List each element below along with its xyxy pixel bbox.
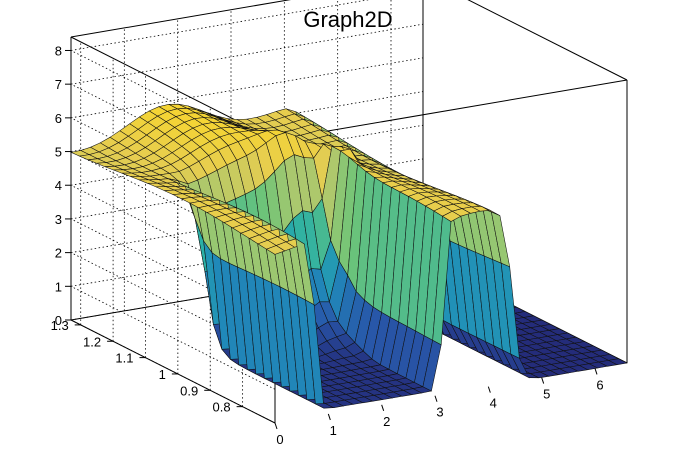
x-tick-label: 5	[543, 387, 550, 402]
box-edge	[70, 319, 276, 424]
box-edge	[467, 0, 628, 81]
box-edge	[274, 79, 628, 141]
x-tick-mark	[274, 422, 278, 430]
z-tick-label: 1	[55, 279, 62, 294]
y-tick-label: 0.8	[213, 400, 231, 415]
z-tick-label: 0	[55, 313, 62, 328]
x-tick-label: 1	[330, 423, 337, 438]
z-tick-label: 3	[55, 212, 62, 227]
x-tick-mark	[541, 377, 545, 384]
y-tick-label: 0.9	[180, 383, 198, 398]
surface-layer	[70, 103, 628, 409]
y-tick-label: 1.2	[83, 334, 101, 349]
x-tick-label: 2	[383, 414, 390, 429]
z-tick-label: 6	[55, 111, 62, 126]
chart-title: Graph2D	[303, 7, 392, 32]
x-tick-mark	[327, 413, 331, 421]
y-tick-label: 1.1	[115, 351, 133, 366]
z-tick-label: 5	[55, 145, 62, 160]
x-tick-mark	[381, 404, 385, 411]
x-tick-mark	[594, 368, 598, 375]
x-tick-label: 3	[436, 405, 443, 420]
z-tick-label: 4	[55, 178, 62, 193]
x-tick-label: 0	[276, 432, 283, 447]
x-tick-mark	[434, 395, 438, 402]
ticks-layer: 0 1 2 3 4 5 6 7 8 0 1 2 3 4 5 6 0.8 0.9 1 1.1 1.2 1.3	[51, 44, 604, 448]
y-tick-label: 1.3	[51, 318, 69, 333]
x-tick-label: 4	[490, 396, 497, 411]
grid-line-z-back	[70, 23, 424, 85]
z-tick-label: 8	[55, 44, 62, 59]
x-tick-label: 6	[596, 378, 603, 393]
y-tick-label: 1	[159, 367, 166, 382]
z-tick-label: 2	[55, 246, 62, 261]
z-tick-label: 7	[55, 77, 62, 92]
x-tick-mark	[487, 386, 491, 393]
surface-cell	[607, 358, 628, 365]
box-edge	[70, 0, 292, 38]
grid-line-z-back	[70, 57, 424, 119]
